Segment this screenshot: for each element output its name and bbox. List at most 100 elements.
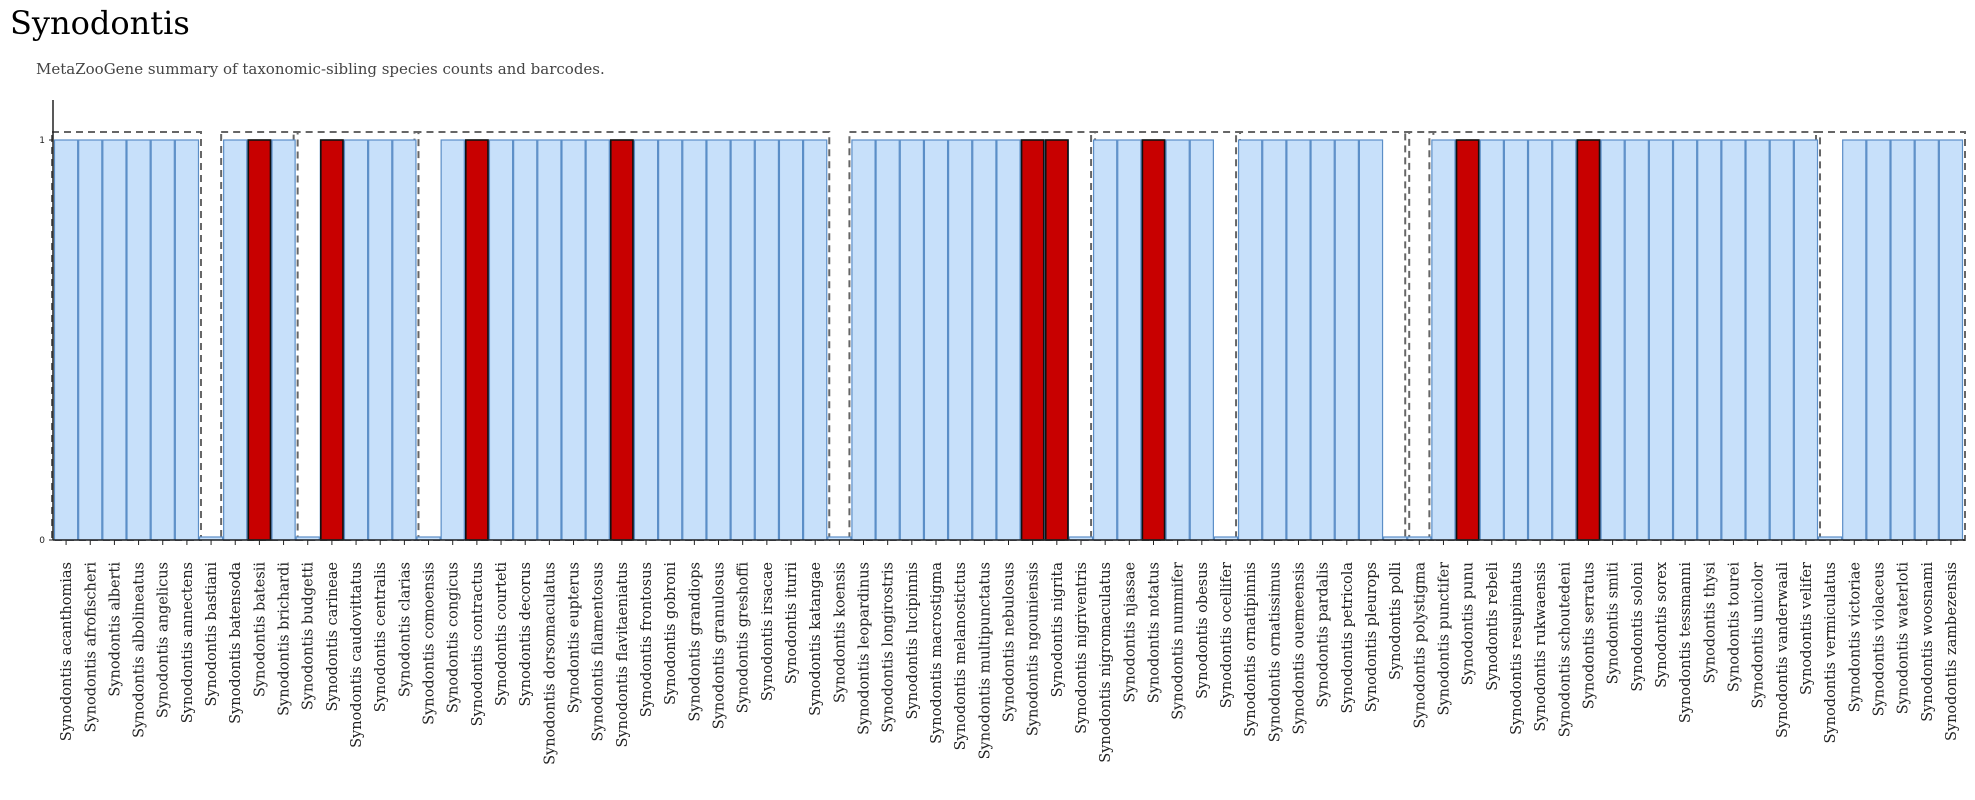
- x-tick-label: Synodontis zambezensis: [1944, 562, 1960, 741]
- count-bar: [1769, 139, 1794, 541]
- count-bar: [633, 139, 659, 541]
- x-tick-label: Synodontis obesus: [1195, 562, 1211, 699]
- count-bar: [996, 139, 1021, 541]
- count-bar: [1358, 139, 1384, 541]
- x-tick-label: Synodontis batesii: [252, 562, 268, 697]
- count-bar: [1262, 139, 1287, 541]
- count-bar: [1624, 139, 1649, 541]
- x-tick-label: Synodontis katangae: [808, 562, 824, 716]
- x-tick-label: Synodontis ngouniensis: [1026, 562, 1042, 736]
- barcode-bar: [1576, 139, 1601, 541]
- x-tick-label: Synodontis nigrita: [1050, 562, 1066, 698]
- count-bar: [1552, 139, 1577, 541]
- x-tick-label: Synodontis granulosus: [712, 562, 728, 729]
- count-bar: [537, 139, 562, 541]
- x-tick-label: Synodontis albolineatus: [132, 562, 148, 738]
- x-tick-label: Synodontis thysi: [1702, 562, 1718, 684]
- count-bar: [1890, 139, 1915, 541]
- x-tick-label: Synodontis multipunctatus: [977, 562, 993, 759]
- x-tick-label: Synodontis congicus: [446, 562, 462, 713]
- x-tick-label: Synodontis victoriae: [1847, 562, 1863, 712]
- count-bar: [851, 139, 876, 541]
- count-bar: [1237, 139, 1263, 541]
- x-tick-label: Synodontis nummifer: [1171, 562, 1187, 720]
- barcode-bar: [320, 139, 344, 541]
- count-bar: [1165, 139, 1190, 541]
- x-tick-label: Synodontis decorus: [518, 562, 534, 706]
- x-tick-label: Synodontis batensoda: [228, 562, 244, 724]
- count-bar: [1600, 139, 1625, 541]
- count-bar: [1527, 139, 1553, 541]
- x-tick-label: Synodontis flavitaeniatus: [615, 562, 631, 747]
- y-tick-label: 1: [39, 136, 45, 146]
- count-bar: [730, 139, 755, 541]
- x-tick-label: Synodontis punu: [1461, 562, 1477, 685]
- count-bar: [1914, 139, 1939, 541]
- count-bar: [706, 139, 731, 541]
- count-bar: [1334, 139, 1359, 541]
- x-tick-label: Synodontis carineae: [325, 562, 341, 712]
- count-bar: [150, 139, 175, 541]
- chart-subtitle: MetaZooGene summary of taxonomic-sibling…: [36, 60, 605, 78]
- count-bar: [658, 139, 683, 541]
- x-tick-label: Synodontis nebulosus: [1002, 562, 1018, 722]
- count-bar: [1938, 139, 1964, 541]
- x-tick-label: Synodontis pleurops: [1364, 562, 1380, 712]
- count-bar: [682, 139, 707, 541]
- count-bar: [1745, 139, 1770, 541]
- count-bar: [947, 139, 973, 541]
- x-tick-label: Synodontis clarias: [397, 562, 413, 697]
- x-tick-label: Synodontis petricola: [1340, 562, 1356, 714]
- x-tick-label: Synodontis resupinatus: [1509, 562, 1525, 735]
- count-bar: [1866, 139, 1891, 541]
- x-tick-label: Synodontis longirostris: [881, 562, 897, 733]
- count-bar: [1648, 139, 1674, 541]
- x-tick-label: Synodontis annectens: [180, 562, 196, 723]
- count-bar: [513, 139, 538, 541]
- x-tick-label: Synodontis centralis: [373, 562, 389, 712]
- x-tick-label: Synodontis waterloti: [1896, 562, 1912, 715]
- x-tick-label: Synodontis vermiculatus: [1823, 562, 1839, 744]
- x-tick-label: Synodontis alberti: [107, 562, 123, 697]
- group-outline-2: [292, 131, 420, 541]
- x-tick-label: Synodontis dorsomaculatus: [542, 562, 558, 765]
- x-tick-label: Synodontis grandiops: [687, 562, 703, 722]
- x-tick-label: Synodontis punctifer: [1436, 562, 1452, 716]
- count-bar: [778, 139, 804, 541]
- count-bar: [343, 139, 369, 541]
- x-tick-label: Synodontis comoensis: [422, 562, 438, 725]
- count-bar: [923, 139, 949, 541]
- group-outline-6: [1235, 131, 1411, 541]
- x-tick-label: Synodontis acanthomias: [59, 562, 75, 741]
- count-bar: [102, 139, 127, 541]
- x-tick-label: Synodontis pardalis: [1316, 562, 1332, 708]
- count-bar: [271, 139, 296, 541]
- x-tick-label: Synodontis brichardi: [277, 562, 293, 716]
- x-tick-label: Synodontis sorex: [1654, 562, 1670, 688]
- x-tick-label: Synodontis ornatissimus: [1267, 562, 1283, 742]
- count-bar: [875, 139, 900, 541]
- count-bar: [1479, 139, 1504, 541]
- x-tick-label: Synodontis caudovittatus: [349, 562, 365, 748]
- x-tick-label: Synodontis filamentosus: [591, 562, 607, 741]
- x-tick-label: Synodontis eupterus: [567, 562, 583, 713]
- x-tick-label: Synodontis unicolor: [1751, 562, 1767, 709]
- x-tick-label: Synodontis frontosus: [639, 562, 655, 717]
- count-bar: [78, 139, 103, 541]
- x-tick-label: Synodontis ornatipinnis: [1243, 562, 1259, 737]
- x-tick-label: Synodontis woosnami: [1920, 562, 1936, 722]
- x-tick-label: Synodontis polystigma: [1412, 562, 1428, 729]
- x-tick-label: Synodontis lucipinnis: [905, 562, 921, 719]
- group-outline-9: [1815, 131, 1967, 541]
- x-tick-label: Synodontis tessmanni: [1678, 562, 1694, 723]
- count-bar: [1092, 139, 1118, 541]
- x-tick-label: Synodontis schoutedeni: [1557, 562, 1573, 738]
- chart-title: Synodontis: [10, 4, 190, 42]
- count-bar: [1189, 139, 1214, 541]
- count-bar: [223, 139, 248, 541]
- x-tick-label: Synodontis violaceus: [1871, 562, 1887, 716]
- x-tick-label: Synodontis greshoffi: [736, 562, 752, 714]
- x-tick-label: Synodontis notatus: [1146, 562, 1162, 703]
- count-bar: [368, 139, 393, 541]
